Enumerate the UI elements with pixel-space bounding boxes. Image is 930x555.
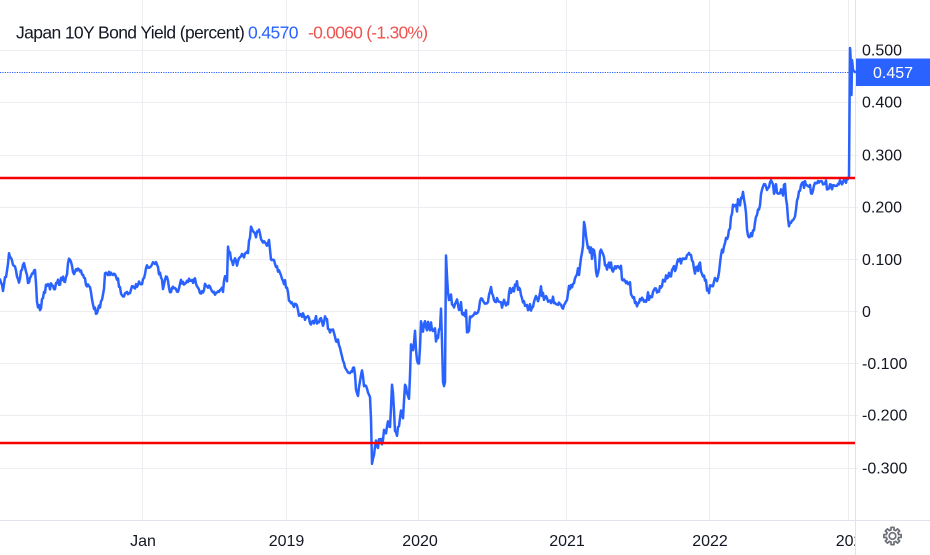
svg-text:2022: 2022 [692, 533, 728, 550]
svg-text:0.200: 0.200 [862, 200, 902, 217]
svg-text:0.4570: 0.4570 [248, 23, 299, 43]
svg-text:0.100: 0.100 [862, 252, 902, 269]
svg-text:-0.200: -0.200 [862, 408, 907, 425]
svg-text:0: 0 [862, 304, 871, 321]
svg-text:0.457: 0.457 [873, 65, 913, 82]
svg-text:-0.0060 (-1.30%): -0.0060 (-1.30%) [308, 23, 427, 43]
svg-text:Japan 10Y Bond Yield (percent): Japan 10Y Bond Yield (percent) [16, 23, 244, 43]
svg-text:2019: 2019 [269, 533, 305, 550]
svg-text:-0.300: -0.300 [862, 461, 907, 478]
svg-text:0.500: 0.500 [862, 43, 902, 60]
svg-text:2020: 2020 [402, 533, 438, 550]
svg-text:0.400: 0.400 [862, 95, 902, 112]
svg-text:-0.100: -0.100 [862, 356, 907, 373]
svg-text:2021: 2021 [549, 533, 585, 550]
svg-text:Jan: Jan [130, 533, 156, 550]
svg-text:2023: 2023 [836, 533, 872, 550]
svg-text:0.300: 0.300 [862, 148, 902, 165]
